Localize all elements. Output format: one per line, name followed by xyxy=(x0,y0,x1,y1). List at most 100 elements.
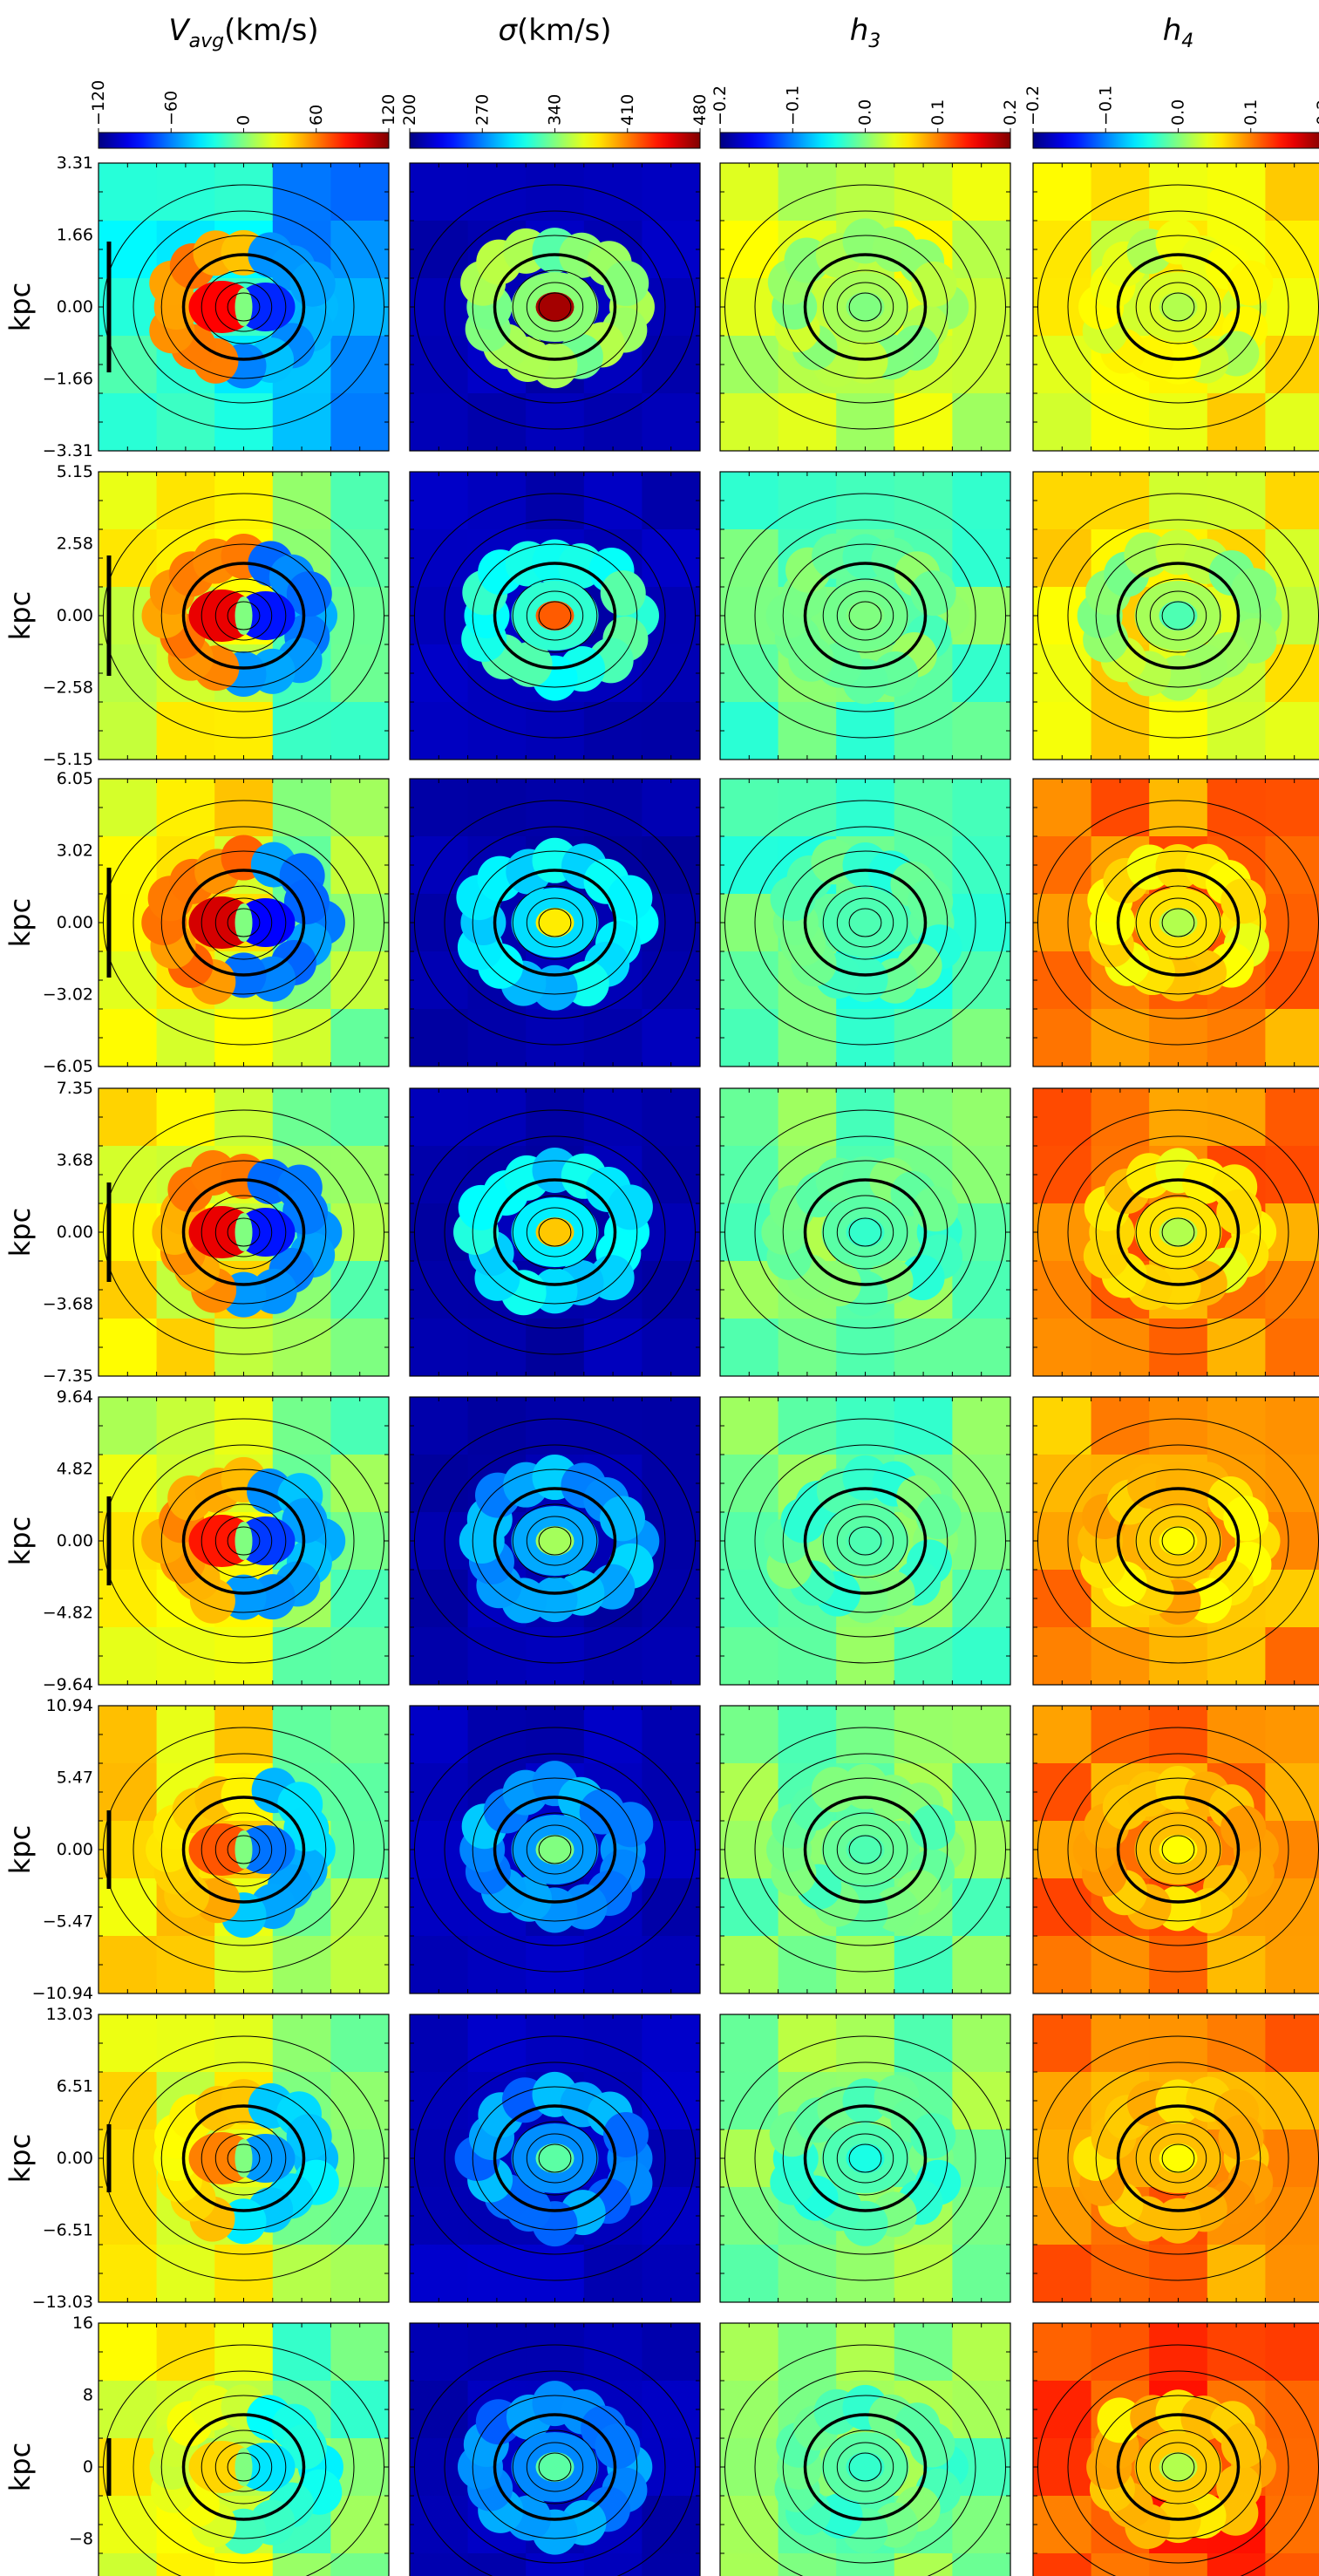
voronoi-bin xyxy=(1265,644,1319,703)
voronoi-bin xyxy=(330,587,389,645)
voronoi-bin xyxy=(642,1455,700,1513)
voronoi-bin xyxy=(214,702,274,760)
isophote-contour xyxy=(782,543,948,688)
isophote-contour xyxy=(103,2344,384,2576)
isophote-contour xyxy=(214,1824,273,1875)
voronoi-bin xyxy=(720,2014,779,2073)
voronoi-bin xyxy=(1265,1763,1319,1822)
isophote-contour xyxy=(1067,519,1289,712)
y-tick-label: −7.35 xyxy=(43,1366,93,1386)
voronoi-bin xyxy=(952,2496,1010,2554)
voronoi-bin xyxy=(272,1627,332,1685)
y-tick-label: 1.66 xyxy=(57,226,93,245)
isophote-contour xyxy=(493,562,617,670)
voronoi-bin xyxy=(720,2323,779,2382)
voronoi-bin xyxy=(952,2245,1010,2302)
isophote-contour xyxy=(822,1195,908,1270)
colorbar-tick-label: −60 xyxy=(161,91,180,126)
center-bin xyxy=(535,1526,575,1556)
voronoi-bin xyxy=(467,163,527,221)
voronoi-bin xyxy=(1149,702,1208,760)
voronoi-bin xyxy=(410,529,469,588)
isophote-contour xyxy=(724,800,1006,1046)
isophote-contour xyxy=(1135,1812,1221,1887)
voronoi-bin xyxy=(894,1009,954,1067)
voronoi-bin xyxy=(778,1706,838,1764)
voronoi-bin xyxy=(778,1627,838,1685)
voronoi-bin xyxy=(836,1088,895,1147)
isophote-contour xyxy=(822,1812,908,1887)
voronoi-bin xyxy=(1231,568,1277,614)
voronoi-bin xyxy=(1149,779,1208,837)
voronoi-bin xyxy=(583,2323,643,2382)
voronoi-bin xyxy=(1265,2130,1319,2188)
voronoi-bin xyxy=(1207,2323,1267,2382)
voronoi-bin xyxy=(410,1261,469,1319)
voronoi-bin xyxy=(1265,472,1319,530)
isophote-contour xyxy=(160,850,327,995)
isophote-contour xyxy=(836,1207,894,1257)
panel-h3-row-6 xyxy=(719,1705,1011,1994)
isophote-contour xyxy=(1135,2121,1221,2196)
voronoi-bin xyxy=(214,1319,274,1376)
isophote-contour xyxy=(160,2086,327,2231)
y-tick-label: 8 xyxy=(83,2386,93,2405)
colorbar-tick-label: 0.2 xyxy=(1001,99,1020,126)
voronoi-bin xyxy=(410,2323,469,2382)
voronoi-bin xyxy=(99,2323,158,2382)
voronoi-bin xyxy=(720,1319,779,1376)
voronoi-bin xyxy=(1033,779,1092,837)
isophote-contour xyxy=(160,235,327,379)
voronoi-bin xyxy=(1265,2323,1319,2382)
voronoi-bin xyxy=(894,2014,954,2073)
voronoi-bin xyxy=(952,2014,1010,2073)
isophote-contour xyxy=(848,2452,882,2482)
panel-h3-row-5 xyxy=(719,1396,1011,1686)
voronoi-bin xyxy=(952,894,1010,952)
voronoi-bin xyxy=(1207,163,1267,221)
voronoi-bin xyxy=(1207,1397,1267,1455)
voronoi-bin xyxy=(836,393,895,451)
voronoi-bin xyxy=(1265,2245,1319,2302)
isophote-contour xyxy=(512,885,598,960)
voronoi-bin xyxy=(1207,1009,1267,1067)
voronoi-bin xyxy=(99,1627,158,1685)
voronoi-bin xyxy=(330,1397,389,1455)
voronoi-bin xyxy=(1091,2245,1151,2302)
isophote-contour xyxy=(493,2413,617,2521)
voronoi-bin xyxy=(583,472,643,530)
isophote-contour xyxy=(103,2035,384,2281)
colorbar-tick-label: −0.1 xyxy=(783,85,802,126)
isophote-contour xyxy=(1095,850,1261,995)
voronoi-bin xyxy=(1149,1397,1208,1455)
voronoi-bin xyxy=(410,1397,469,1455)
isophote-contour xyxy=(754,210,976,404)
voronoi-bin xyxy=(526,2553,585,2576)
voronoi-bin xyxy=(272,1397,332,1455)
isophote-contour xyxy=(1161,292,1195,322)
voronoi-bin xyxy=(156,1088,216,1147)
voronoi-bin xyxy=(156,1319,216,1376)
voronoi-bin xyxy=(1218,2115,1264,2161)
panel-sigma-row-2 xyxy=(409,471,701,760)
isophote-contour xyxy=(1161,601,1195,630)
voronoi-bin xyxy=(778,1009,838,1067)
voronoi-bin xyxy=(330,1627,389,1685)
voronoi-bin xyxy=(894,163,954,221)
voronoi-bin xyxy=(778,393,838,451)
voronoi-bin xyxy=(720,779,779,837)
isophote-contour xyxy=(1067,826,1289,1019)
voronoi-bin xyxy=(1033,1706,1092,1764)
voronoi-bin xyxy=(642,836,700,895)
voronoi-bin xyxy=(467,1009,527,1067)
voronoi-bin xyxy=(1091,1627,1151,1685)
center-bin xyxy=(535,1217,575,1247)
voronoi-bin xyxy=(778,2014,838,2073)
voronoi-bin xyxy=(99,472,158,530)
y-axis-label: kpc xyxy=(3,2134,37,2183)
isophote-contour xyxy=(538,292,572,322)
panel-h4-row-2 xyxy=(1032,471,1319,760)
voronoi-bin xyxy=(467,2323,527,2382)
voronoi-bin xyxy=(720,1455,779,1513)
voronoi-bin xyxy=(330,336,389,394)
